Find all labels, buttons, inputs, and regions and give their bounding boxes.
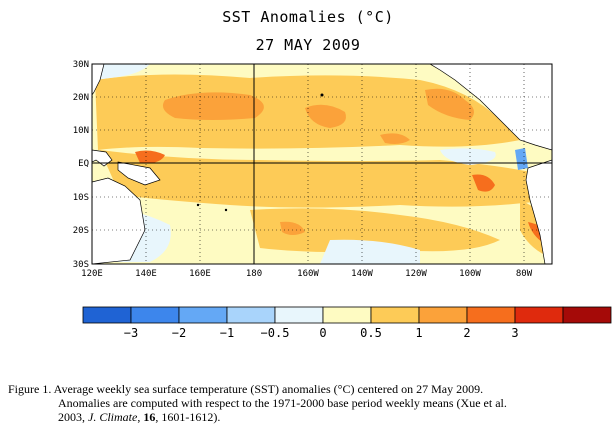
lon-tick-label: 100W: [459, 269, 481, 279]
caption-text: 2003,: [58, 410, 88, 424]
lon-tick-label: 160E: [189, 269, 211, 279]
warm-spot-central: [380, 133, 410, 144]
colorbar-swatch: [322, 306, 372, 324]
colorbar-label: −3: [124, 326, 138, 340]
map-frame: [91, 63, 553, 265]
warm-spot-hawaii: [305, 104, 346, 128]
anomaly-region-south: [250, 208, 500, 253]
colorbar-label: 3: [511, 326, 518, 340]
colorbar: [82, 306, 612, 324]
lat-tick-label: 30N: [73, 60, 89, 70]
colorbar-label: 2: [463, 326, 470, 340]
map-grid: [92, 64, 552, 264]
colorbar-swatch: [130, 306, 180, 324]
colorbar-swatch: [226, 306, 276, 324]
colorbar-label: 0: [319, 326, 326, 340]
island-vanuatu: [196, 203, 200, 207]
caption-text: ,: [137, 410, 144, 424]
lat-tick-label: 10S: [73, 193, 89, 203]
colorbar-label: 0.5: [360, 326, 382, 340]
figure-caption: Figure 1. Average weekly sea surface tem…: [8, 382, 608, 424]
lon-tick-label: 80W: [516, 269, 533, 279]
colorbar-swatch: [466, 306, 516, 324]
island-fiji: [224, 208, 228, 212]
caption-volume: 16: [143, 410, 156, 424]
warm-spot-east: [472, 174, 495, 192]
colorbar-labels: −3 −2 −1 −0.5 0 0.5 1 2 3: [124, 326, 519, 340]
lon-tick-label: 140E: [135, 269, 157, 279]
lon-axis: 120E 140E 160E 180 160W 140W 120W 100W 8…: [81, 269, 533, 279]
cool-patch-coast: [515, 148, 528, 170]
lat-tick-label: 30S: [73, 260, 89, 270]
warm-spot-south: [280, 221, 305, 235]
colorbar-swatch: [274, 306, 324, 324]
colorbar-swatch: [370, 306, 420, 324]
colorbar-swatch: [562, 306, 612, 324]
lat-tick-label: 10N: [73, 126, 89, 136]
lat-tick-label: EQ: [78, 159, 89, 169]
lon-tick-label: 160W: [297, 269, 319, 279]
warm-spot-equator-west: [135, 150, 165, 164]
lat-axis: 30N 20N 10N EQ 10S 20S 30S: [73, 60, 89, 270]
colorbar-label: −2: [172, 326, 186, 340]
colorbar-swatch: [418, 306, 468, 324]
colorbar-label: 1: [415, 326, 422, 340]
caption-journal: J. Climate: [88, 410, 138, 424]
neutral-patch-e: [440, 148, 496, 165]
lat-tick-label: 20N: [73, 93, 89, 103]
colorbar-label: −0.5: [261, 326, 290, 340]
caption-text: , 1601-1612).: [155, 410, 221, 424]
colorbar-swatch: [514, 306, 564, 324]
warm-spot-west-pacific: [162, 92, 264, 120]
colorbar-label: −1: [220, 326, 234, 340]
land-australia: [92, 177, 146, 264]
lon-tick-label: 120W: [405, 269, 427, 279]
land-new-guinea: [117, 161, 161, 186]
caption-line: Figure 1. Average weekly sea surface tem…: [8, 382, 484, 396]
land-asia: [92, 64, 105, 96]
caption-text: Anomalies are computed with respect to t…: [58, 396, 507, 410]
land-south-america: [525, 159, 552, 264]
island-hawaii: [320, 93, 324, 97]
lon-tick-label: 120E: [81, 269, 103, 279]
map-date: 27 MAY 2009: [255, 36, 361, 54]
land-indonesia: [92, 149, 113, 167]
lon-tick-label: 140W: [351, 269, 373, 279]
land-north-america: [429, 64, 552, 151]
colorbar-swatch: [178, 306, 228, 324]
neutral-patch-s: [320, 239, 420, 264]
neutral-patch-nw: [95, 64, 150, 80]
lat-tick-label: 20S: [73, 226, 89, 236]
anomaly-field: [92, 64, 552, 264]
sst-anomaly-map: 30N 20N 10N EQ 10S 20S 30S 120E 140E 160…: [73, 60, 612, 340]
colorbar-swatch: [82, 306, 132, 324]
warm-spot-mexico: [425, 88, 474, 120]
anomaly-region-equatorial: [100, 150, 548, 208]
map-title: SST Anomalies (°C): [222, 8, 394, 26]
caption-line: Anomalies are computed with respect to t…: [8, 396, 608, 424]
lon-tick-label: 180: [246, 269, 262, 279]
